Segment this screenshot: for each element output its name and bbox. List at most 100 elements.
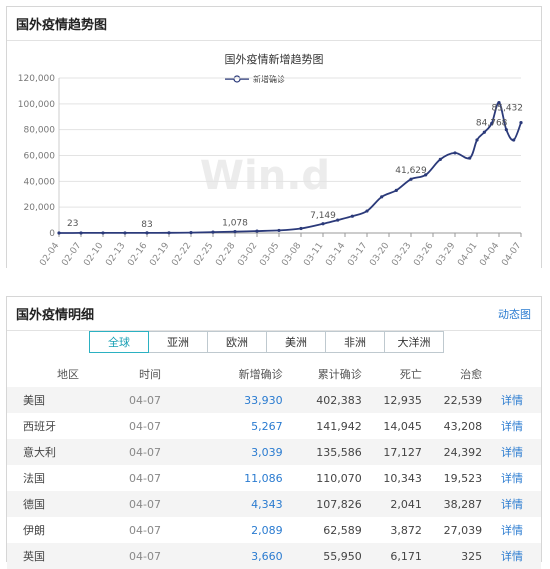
cell-deaths: 12,935 <box>383 393 422 407</box>
region-tabs: 全球 亚洲 欧洲 美洲 非洲 大洋洲 <box>89 331 444 353</box>
tab-asia[interactable]: 亚洲 <box>148 331 208 353</box>
cell-time: 04-07 <box>129 419 162 433</box>
cell-new-confirmed: 3,039 <box>251 445 283 459</box>
data-point <box>255 229 259 233</box>
cell-total-confirmed: 110,070 <box>316 471 362 485</box>
data-point <box>482 130 486 134</box>
detail-link[interactable]: 详情 <box>501 524 524 537</box>
data-label: 85,432 <box>492 104 524 114</box>
table-row: 德国 04-07 4,343 107,826 2,041 38,287 详情 <box>7 491 541 517</box>
detail-link[interactable]: 详情 <box>501 472 524 485</box>
data-point <box>504 128 508 132</box>
data-point <box>468 156 472 160</box>
cell-total-confirmed: 402,383 <box>316 393 362 407</box>
cell-time: 04-07 <box>129 523 162 537</box>
detail-table-body: 美国 04-07 33,930 402,383 12,935 22,539 详情 西班牙 04-… <box>7 387 541 569</box>
detail-panel-title: 国外疫情明细 <box>16 308 95 323</box>
cell-time: 04-07 <box>129 549 162 563</box>
cell-region: 伊朗 <box>23 524 45 537</box>
x-tick-label: 02-28 <box>214 241 237 268</box>
y-tick-label: 0 <box>49 229 55 239</box>
data-point <box>167 231 171 235</box>
column-header-time: 时间 <box>139 368 162 381</box>
cell-deaths: 17,127 <box>383 445 422 459</box>
x-tick-label: 02-07 <box>60 241 83 268</box>
detail-link[interactable]: 详情 <box>501 550 524 563</box>
data-point <box>336 218 340 222</box>
x-tick-label: 04-01 <box>456 241 479 268</box>
data-point <box>438 157 442 161</box>
x-tick-label: 03-29 <box>434 241 457 268</box>
cell-time: 04-07 <box>129 471 162 485</box>
cell-new-confirmed: 3,660 <box>251 549 283 563</box>
legend-marker <box>233 75 241 83</box>
data-label: 83 <box>141 220 152 230</box>
data-point <box>365 209 369 213</box>
cell-cured: 325 <box>461 549 483 563</box>
x-tick-label: 02-25 <box>192 241 215 268</box>
detail-link[interactable]: 详情 <box>501 446 524 459</box>
data-point <box>490 121 494 126</box>
tab-europe[interactable]: 欧洲 <box>207 331 267 353</box>
x-tick-label: 03-11 <box>302 241 325 268</box>
tab-america[interactable]: 美洲 <box>266 331 326 353</box>
y-tick-label: 100,000 <box>18 100 55 110</box>
x-tick-label: 03-26 <box>412 241 435 268</box>
cell-cured: 24,392 <box>443 445 483 459</box>
data-point <box>299 226 303 231</box>
data-point <box>57 231 61 235</box>
cell-deaths: 10,343 <box>383 471 422 485</box>
chart-title: 国外疫情新增趋势图 <box>225 52 324 66</box>
column-header-action <box>483 361 541 387</box>
column-header-new-confirmed: 新增确诊 <box>238 368 283 381</box>
watermark: Win.d <box>200 153 330 199</box>
y-tick-label: 60,000 <box>24 152 56 162</box>
table-header-row: 地区 时间 新增确诊 累计确诊 死亡 治愈 <box>7 361 541 387</box>
data-point <box>277 228 281 233</box>
cell-total-confirmed: 62,589 <box>323 523 362 537</box>
detail-panel-header: 国外疫情明细 <box>7 297 541 331</box>
data-point <box>380 195 384 199</box>
y-tick-label: 120,000 <box>18 74 55 84</box>
cell-new-confirmed: 2,089 <box>251 523 283 537</box>
trend-panel-header: 国外疫情趋势图 <box>7 7 541 41</box>
cell-time: 04-07 <box>129 393 162 407</box>
cell-deaths: 2,041 <box>390 497 422 511</box>
x-tick-label: 02-04 <box>38 241 61 268</box>
x-tick-label: 03-23 <box>390 241 413 268</box>
data-point <box>424 173 428 177</box>
cell-region: 英国 <box>23 550 45 563</box>
legend-label: 新增确诊 <box>253 74 285 84</box>
tab-global[interactable]: 全球 <box>89 331 149 353</box>
cell-total-confirmed: 107,826 <box>316 497 362 511</box>
y-tick-label: 40,000 <box>24 177 56 187</box>
animated-chart-link[interactable]: 动态图 <box>498 308 531 321</box>
table-row: 英国 04-07 3,660 55,950 6,171 325 详情 <box>7 543 541 569</box>
tab-oceania[interactable]: 大洋洲 <box>384 331 444 353</box>
x-tick-label: 02-16 <box>126 241 149 268</box>
trend-panel-title: 国外疫情趋势图 <box>16 18 108 33</box>
column-header-total-confirmed: 累计确诊 <box>317 368 362 381</box>
table-row: 意大利 04-07 3,039 135,586 17,127 24,392 详情 <box>7 439 541 465</box>
x-tick-label: 03-17 <box>346 241 369 268</box>
cell-new-confirmed: 5,267 <box>251 419 283 433</box>
tab-africa[interactable]: 非洲 <box>325 331 385 353</box>
data-point <box>211 230 215 234</box>
detail-link[interactable]: 详情 <box>501 420 524 433</box>
x-tick-label: 03-05 <box>258 241 281 268</box>
y-tick-label: 20,000 <box>24 203 56 213</box>
data-point <box>519 121 523 125</box>
data-point <box>233 230 237 234</box>
cell-region: 西班牙 <box>23 420 56 433</box>
x-tick-label: 02-19 <box>148 241 171 268</box>
detail-link[interactable]: 详情 <box>501 498 524 511</box>
cell-region: 意大利 <box>23 446 56 459</box>
cell-deaths: 6,171 <box>390 549 422 563</box>
table-row: 西班牙 04-07 5,267 141,942 14,045 43,208 详情 <box>7 413 541 439</box>
cell-new-confirmed: 11,086 <box>244 471 283 485</box>
detail-link[interactable]: 详情 <box>501 394 524 407</box>
detail-panel: 国外疫情明细 动态图 全球 亚洲 欧洲 美洲 非洲 大洋洲 地区 时间 新增确诊… <box>6 296 542 569</box>
cell-region: 德国 <box>23 498 45 511</box>
trend-panel: 国外疫情趋势图 国外疫情新增趋势图新增确诊 Win.d 0 20,000 40,000 6… <box>6 6 542 268</box>
cell-region: 法国 <box>23 472 45 485</box>
